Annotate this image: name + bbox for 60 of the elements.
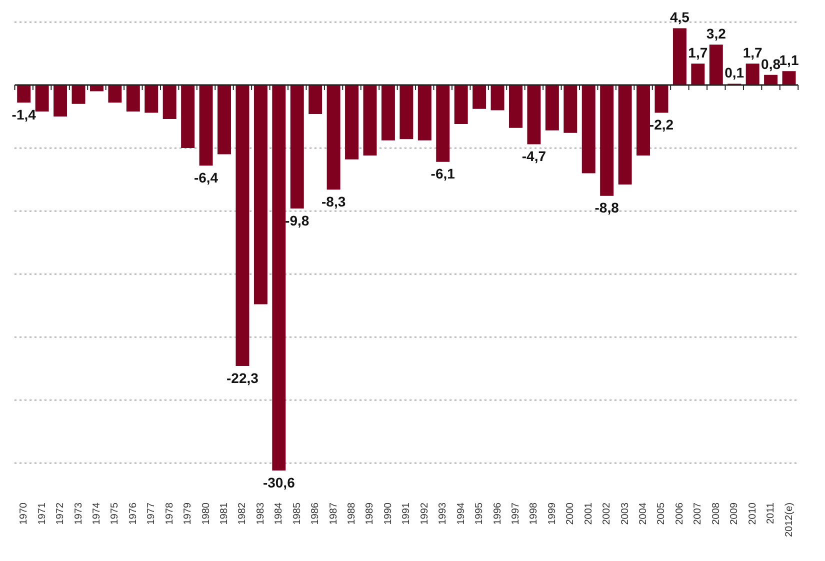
x-tick-label: 1985 xyxy=(292,502,303,525)
data-label: 1,1 xyxy=(779,52,799,68)
x-tick-label: 1990 xyxy=(382,502,394,525)
data-label: 3,2 xyxy=(706,26,726,42)
data-label: -9,8 xyxy=(285,212,310,228)
data-label: -6,4 xyxy=(194,169,218,186)
x-tick-label: 2007 xyxy=(692,502,704,525)
x-tick-label: 1982 xyxy=(237,502,248,525)
x-tick-label: 1996 xyxy=(492,502,504,525)
x-tick-label: 1971 xyxy=(36,502,48,525)
data-label: -4,7 xyxy=(522,148,546,164)
data-label: -8,3 xyxy=(321,193,346,210)
x-tick-label: 1987 xyxy=(328,502,340,525)
x-tick-label: 1989 xyxy=(364,502,376,525)
x-tick-label: 1992 xyxy=(419,502,430,525)
data-label: -6,1 xyxy=(430,166,456,182)
x-tick-label: 1970 xyxy=(18,502,30,525)
x-tick-label: 1979 xyxy=(182,502,194,525)
data-label: 4,5 xyxy=(670,9,690,26)
x-tick-label: 1999 xyxy=(546,502,558,525)
x-tick-label: 1978 xyxy=(164,502,176,525)
data-label: -8,8 xyxy=(594,200,620,216)
x-tick-label: 2002 xyxy=(602,502,613,525)
x-tick-label: 1974 xyxy=(91,502,102,525)
data-label: 0,8 xyxy=(761,56,781,72)
x-tick-label: 1975 xyxy=(110,502,121,525)
data-label: 1,7 xyxy=(688,44,708,60)
x-tick-label: 1988 xyxy=(346,502,358,525)
data-label: -30,6 xyxy=(262,474,296,490)
x-tick-label: 1984 xyxy=(274,502,285,525)
x-tick-label: 1993 xyxy=(438,502,449,525)
x-tick-label: 1983 xyxy=(255,502,266,525)
x-tick-label: 2004 xyxy=(638,502,650,525)
x-tick-label: 1977 xyxy=(146,502,158,525)
x-tick-label: 2011 xyxy=(766,502,777,524)
x-tick-label: 1997 xyxy=(510,502,522,525)
x-tick-label: 1991 xyxy=(401,502,412,525)
x-tick-label: 2008 xyxy=(710,502,722,525)
x-tick-label: 1973 xyxy=(73,502,84,525)
x-tick-label: 1994 xyxy=(456,502,467,525)
x-tick-label: 1980 xyxy=(200,502,212,525)
x-tick-label: 2005 xyxy=(656,502,668,525)
data-label: 1,7 xyxy=(742,44,763,60)
data-label: 0,1 xyxy=(724,64,744,81)
x-tick-label: 2010 xyxy=(747,502,758,525)
x-tick-label: 1981 xyxy=(219,502,230,525)
x-tick-label: 2003 xyxy=(620,502,631,525)
x-tick-label: 1972 xyxy=(55,502,66,525)
x-tick-label: 2001 xyxy=(583,502,594,525)
x-tick-label: 1986 xyxy=(310,502,322,525)
data-label: -1,4 xyxy=(12,106,36,122)
data-label: -2,2 xyxy=(649,116,674,133)
x-tick-label: 2000 xyxy=(565,502,576,525)
x-tick-label: 2009 xyxy=(729,502,740,525)
x-tick-label: 1998 xyxy=(528,502,540,525)
x-tick-label: 2012(e) xyxy=(784,502,795,537)
x-tick-label: 2006 xyxy=(674,502,686,525)
x-tick-label: 1995 xyxy=(474,502,486,525)
x-tick-label: 1976 xyxy=(128,502,139,525)
data-label: -22,3 xyxy=(226,370,259,386)
